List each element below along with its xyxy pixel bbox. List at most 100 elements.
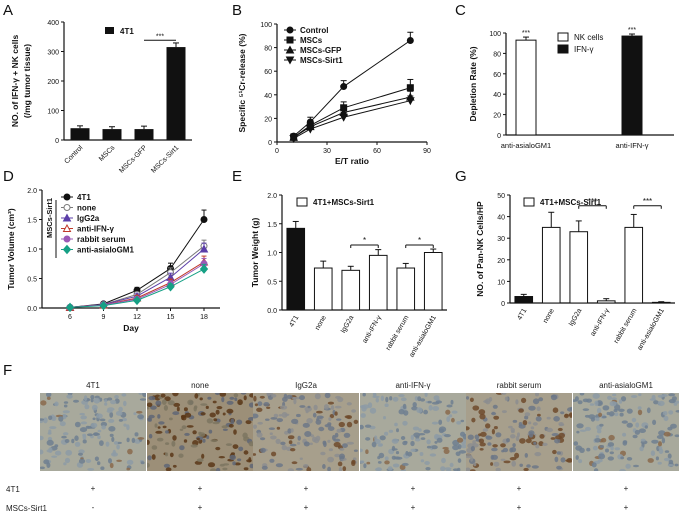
ihc-nucleus: [417, 396, 422, 402]
panel-e-legend-label: 4T1+MSCs-Sirt1: [313, 198, 375, 207]
ihc-nucleus: [299, 405, 306, 408]
ihc-nucleus: [282, 401, 286, 407]
ihc-nucleus: [302, 422, 310, 428]
ihc-nucleus: [327, 466, 331, 471]
ihc-nucleus: [238, 446, 244, 452]
panel-c-y-tick-label: 100: [489, 31, 501, 38]
ihc-stained-cell: [479, 448, 484, 451]
ihc-nucleus: [83, 395, 88, 402]
panel-a-x-tick-label: MSCs-GFP: [118, 144, 148, 174]
ihc-nucleus: [655, 456, 659, 461]
ihc-nucleus: [84, 404, 90, 410]
ihc-nucleus: [485, 398, 491, 405]
ihc-nucleus: [619, 468, 626, 471]
ihc-stained-cell: [218, 456, 225, 459]
ihc-nucleus: [395, 451, 400, 455]
ihc-nucleus: [626, 408, 633, 414]
ihc-nucleus: [260, 437, 266, 441]
ihc-stained-cell: [539, 434, 545, 439]
panel-a-y-tick-label: 100: [47, 109, 59, 116]
ihc-nucleus: [435, 400, 442, 404]
panel-e-y-tick-label: 0.0: [267, 308, 277, 315]
ihc-nucleus: [466, 396, 470, 400]
ihc-nucleus: [586, 398, 592, 403]
ihc-stained-cell: [365, 449, 369, 454]
ihc-stained-cell: [565, 459, 572, 462]
panel-e-legend-swatch: [296, 197, 308, 207]
ihc-stained-cell: [457, 437, 464, 443]
ihc-nucleus: [501, 410, 507, 414]
ihc-nucleus: [90, 422, 98, 428]
ihc-nucleus: [108, 458, 112, 464]
ihc-nucleus: [266, 393, 272, 396]
ihc-nucleus: [446, 416, 451, 423]
ihc-nucleus: [157, 414, 161, 419]
ihc-nucleus: [99, 440, 104, 446]
ihc-stained-cell: [552, 407, 559, 413]
ihc-nucleus: [229, 454, 236, 460]
condition-mark: +: [197, 484, 203, 493]
panel-a-y-tick-label: 200: [47, 79, 59, 86]
ihc-nucleus: [82, 439, 87, 444]
ihc-nucleus: [418, 428, 422, 432]
panel-b-legend-label: MSCs-Sirt1: [300, 56, 343, 65]
ihc-nucleus: [432, 406, 440, 411]
ihc-nucleus: [169, 417, 173, 421]
panel-b-legend-label: MSCs: [300, 36, 323, 45]
ihc-stained-cell: [165, 467, 172, 471]
ihc-nucleus: [322, 440, 327, 445]
ihc-micrograph-texture: [466, 393, 572, 471]
ihc-nucleus: [667, 464, 674, 467]
ihc-nucleus: [667, 453, 672, 459]
ihc-nucleus: [546, 427, 553, 433]
ihc-stained-cell: [287, 435, 295, 440]
ihc-nucleus: [126, 437, 130, 443]
ihc-nucleus: [577, 400, 583, 405]
ihc-nucleus: [284, 430, 289, 435]
panel-c-bar: [515, 39, 537, 136]
ihc-nucleus: [663, 415, 669, 422]
ihc-nucleus: [327, 439, 331, 443]
ihc-nucleus: [165, 442, 170, 445]
ihc-stained-cell: [256, 407, 263, 412]
ihc-nucleus: [269, 432, 273, 435]
ihc-stained-cell: [538, 441, 544, 447]
ihc-nucleus: [586, 447, 591, 452]
ihc-nucleus: [156, 437, 164, 442]
ihc-nucleus: [389, 396, 393, 401]
ihc-nucleus: [391, 445, 396, 452]
panel-a-x-tick-label: Control: [63, 144, 84, 165]
ihc-nucleus: [43, 417, 48, 424]
panel-a-y-label: NO. of IFN-γ + NK cells: [10, 35, 20, 128]
ihc-nucleus: [384, 403, 389, 407]
ihc-nucleus: [134, 432, 139, 437]
ihc-nucleus: [674, 434, 679, 438]
ihc-nucleus: [223, 463, 230, 466]
ihc-stained-cell: [525, 438, 532, 444]
ihc-nucleus: [74, 421, 81, 428]
panel-d-y-tick-label: 0.0: [27, 306, 37, 313]
ihc-stained-cell: [253, 453, 257, 456]
ihc-nucleus: [398, 394, 405, 398]
ihc-stained-cell: [127, 448, 133, 455]
ihc-stained-cell: [246, 459, 252, 463]
ihc-nucleus: [342, 443, 348, 448]
ihc-nucleus: [466, 467, 471, 471]
panel-b-point: [406, 84, 414, 92]
ihc-nucleus: [485, 435, 491, 439]
ihc-nucleus: [263, 402, 270, 407]
ihc-nucleus: [392, 463, 400, 468]
ihc-nucleus: [105, 441, 110, 447]
ihc-nucleus: [312, 412, 317, 418]
ihc-nucleus: [492, 404, 498, 409]
ihc-nucleus: [495, 467, 501, 471]
ihc-micrograph: [253, 393, 359, 471]
ihc-nucleus: [609, 451, 614, 455]
panel-d-point: [132, 295, 142, 306]
ihc-nucleus: [444, 467, 452, 470]
ihc-stained-cell: [451, 417, 455, 423]
ihc-stained-cell: [245, 420, 252, 425]
ihc-nucleus: [65, 449, 73, 456]
ihc-nucleus: [64, 439, 70, 443]
ihc-nucleus: [123, 423, 127, 427]
